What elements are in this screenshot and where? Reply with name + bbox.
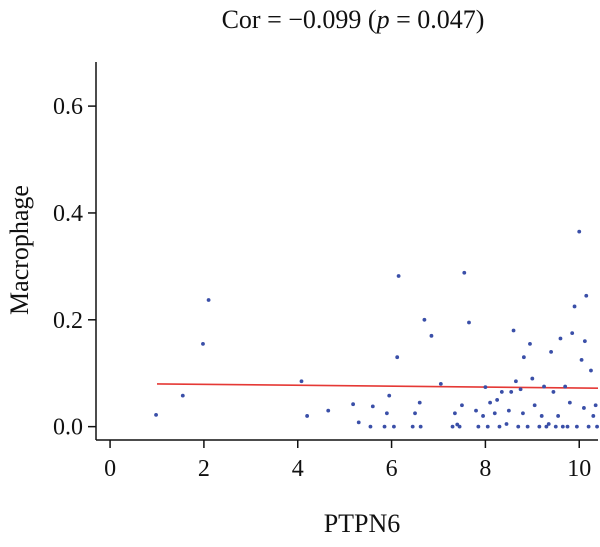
- scatter-point: [582, 406, 586, 410]
- scatter-point: [460, 403, 464, 408]
- scatter-point: [579, 357, 584, 362]
- scatter-point: [537, 424, 542, 429]
- scatter-point: [595, 424, 599, 429]
- scatter-point: [497, 424, 502, 429]
- scatter-point: [551, 390, 556, 394]
- scatter-point: [495, 398, 500, 402]
- scatter-point: [584, 293, 589, 298]
- scatter-point: [483, 385, 488, 390]
- scatter-point: [476, 424, 481, 429]
- scatter-point: [417, 400, 422, 405]
- scatter-point: [384, 411, 389, 416]
- plot-area: 0.0 0.2 0.4 0.6 0 2 4 6 8 10: [53, 62, 599, 482]
- y-tick-label: 0.2: [53, 308, 83, 334]
- scatter-point: [201, 341, 205, 346]
- scatter-point: [504, 422, 509, 426]
- scatter-point: [539, 414, 544, 418]
- title-prefix: Cor = −0.099 (: [222, 5, 377, 34]
- scatter-point: [593, 403, 598, 408]
- scatter-point: [396, 274, 401, 278]
- scatter-point: [549, 349, 553, 354]
- scatter-point: [572, 304, 577, 309]
- scatter-point: [532, 403, 537, 408]
- scatter-point: [492, 411, 497, 416]
- scatter-point: [513, 379, 518, 384]
- scatter-point: [370, 404, 375, 409]
- scatter-point: [591, 414, 596, 418]
- x-tick-label: 0: [104, 456, 116, 482]
- scatter-point: [467, 320, 471, 325]
- scatter-point: [518, 387, 523, 392]
- scatter-point: [429, 333, 434, 338]
- regression-line: [156, 383, 599, 389]
- scatter-point: [462, 270, 467, 275]
- scatter-point: [180, 393, 185, 398]
- scatter-point: [516, 424, 521, 429]
- scatter-point: [395, 355, 400, 360]
- y-axis-label: Macrophage: [5, 185, 34, 315]
- scatter-point: [387, 393, 392, 398]
- scatter-point: [488, 400, 492, 405]
- scatter-point: [499, 390, 504, 394]
- x-tick-label: 10: [567, 456, 591, 482]
- scatter-point: [422, 317, 427, 322]
- scatter-point: [574, 424, 579, 429]
- x-tick-label: 2: [198, 456, 210, 482]
- scatter-point: [553, 424, 558, 429]
- scatter-point: [570, 331, 575, 336]
- scatter-point: [453, 411, 457, 416]
- scatter-point: [382, 424, 387, 429]
- scatter-point: [368, 424, 373, 429]
- scatter-point: [521, 411, 525, 416]
- scatter-point: [509, 390, 514, 394]
- scatter-point: [567, 400, 572, 405]
- scatter-point: [356, 420, 361, 425]
- scatter-point: [485, 424, 490, 429]
- scatter-point: [546, 422, 551, 426]
- scatter-point: [577, 229, 582, 234]
- scatter-point: [556, 414, 561, 418]
- scatter-point: [560, 424, 565, 429]
- x-tick-label: 8: [479, 456, 491, 482]
- y-tick-label: 0.4: [53, 201, 83, 227]
- scatter-point: [563, 384, 568, 389]
- scatter-point: [457, 424, 462, 429]
- scatter-point: [544, 424, 549, 429]
- scatter-point: [558, 336, 563, 341]
- scatter-point: [392, 424, 396, 429]
- scatter-point: [525, 424, 530, 429]
- scatter-point: [565, 424, 570, 429]
- scatter-point: [589, 368, 593, 373]
- y-tick-label: 0.6: [53, 94, 83, 120]
- scatter-point: [586, 424, 591, 429]
- scatter-point: [521, 355, 526, 360]
- scatter-point: [351, 402, 355, 407]
- scatter-point: [582, 339, 587, 344]
- scatter-point: [530, 376, 535, 381]
- x-tick-label: 6: [386, 456, 398, 482]
- y-tick-label: 0.0: [53, 415, 83, 441]
- scatter-point: [305, 414, 310, 418]
- scatter-point: [506, 408, 511, 413]
- scatter-point: [206, 298, 211, 302]
- scatter-point: [154, 412, 158, 417]
- scatter-point: [438, 382, 443, 386]
- chart-title: Cor = −0.099 (p = 0.047): [222, 5, 485, 34]
- scatter-point: [418, 424, 423, 429]
- scatter-point: [413, 411, 417, 416]
- scatter-point: [326, 408, 331, 413]
- title-p-symbol: p: [375, 5, 390, 34]
- scatter-point: [410, 424, 415, 429]
- scatter-point: [511, 328, 516, 333]
- title-suffix: = 0.047): [390, 5, 485, 34]
- scatter-point: [299, 379, 304, 384]
- scatter-point: [481, 414, 485, 418]
- scatter-point: [450, 424, 455, 429]
- scatter-point: [474, 408, 478, 413]
- scatter-point: [528, 341, 532, 346]
- x-tick-label: 4: [292, 456, 304, 482]
- x-axis-label: PTPN6: [324, 509, 401, 538]
- scatter-point: [542, 384, 546, 389]
